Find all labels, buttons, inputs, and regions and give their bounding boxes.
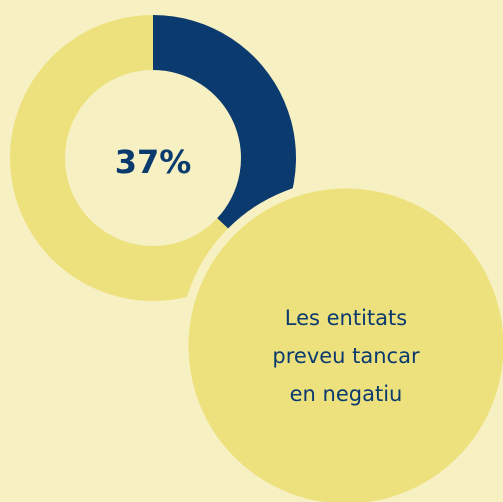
annotation: Les entitats preveu tancar en negatiu xyxy=(272,306,420,406)
donut-slice xyxy=(9,15,258,301)
center-label: 37% xyxy=(115,143,192,181)
donut-slice xyxy=(153,15,296,256)
donut: 37% xyxy=(9,15,296,301)
note-bubble xyxy=(179,179,503,502)
note-box: Les entitats preveu tancar en negatiu xyxy=(272,306,420,406)
